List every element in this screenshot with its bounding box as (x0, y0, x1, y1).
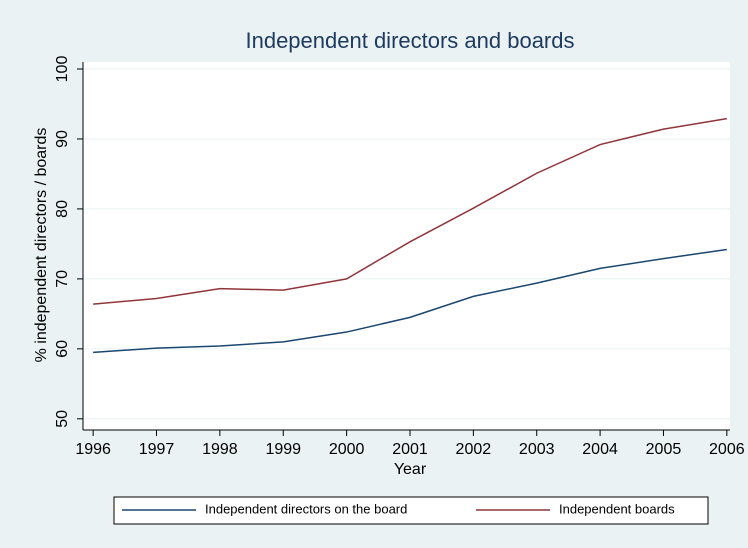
series-line (93, 248, 727, 354)
x-axis-label: Year (394, 461, 427, 478)
x-tick-label: 2006 (709, 441, 745, 458)
legend-label: Independent boards (559, 501, 675, 516)
y-tick-label: 70 (54, 270, 71, 288)
x-tick-label: 1996 (75, 441, 111, 458)
x-tick-label: 2004 (582, 441, 618, 458)
series-line (93, 117, 727, 305)
legend (113, 496, 709, 525)
y-tick-label: 60 (54, 340, 71, 358)
x-tick-label: 1999 (265, 441, 301, 458)
plot-area (83, 62, 730, 430)
x-tick-label: 2002 (456, 441, 492, 458)
x-tick-label: 2001 (392, 441, 428, 458)
x-tick-label: 2000 (329, 441, 365, 458)
x-tick-label: 2003 (519, 441, 555, 458)
y-axis-label: % independent directors / boards (33, 128, 50, 363)
y-tick-label: 90 (54, 130, 71, 148)
y-tick-label: 80 (54, 200, 71, 218)
x-tick-label: 1997 (139, 441, 175, 458)
legend-label: Independent directors on the board (205, 501, 407, 516)
x-tick-label: 1998 (202, 441, 238, 458)
chart-title: Independent directors and boards (245, 28, 574, 53)
x-tick-label: 2005 (646, 441, 682, 458)
y-tick-label: 100 (54, 56, 71, 83)
y-tick-label: 50 (54, 410, 71, 428)
